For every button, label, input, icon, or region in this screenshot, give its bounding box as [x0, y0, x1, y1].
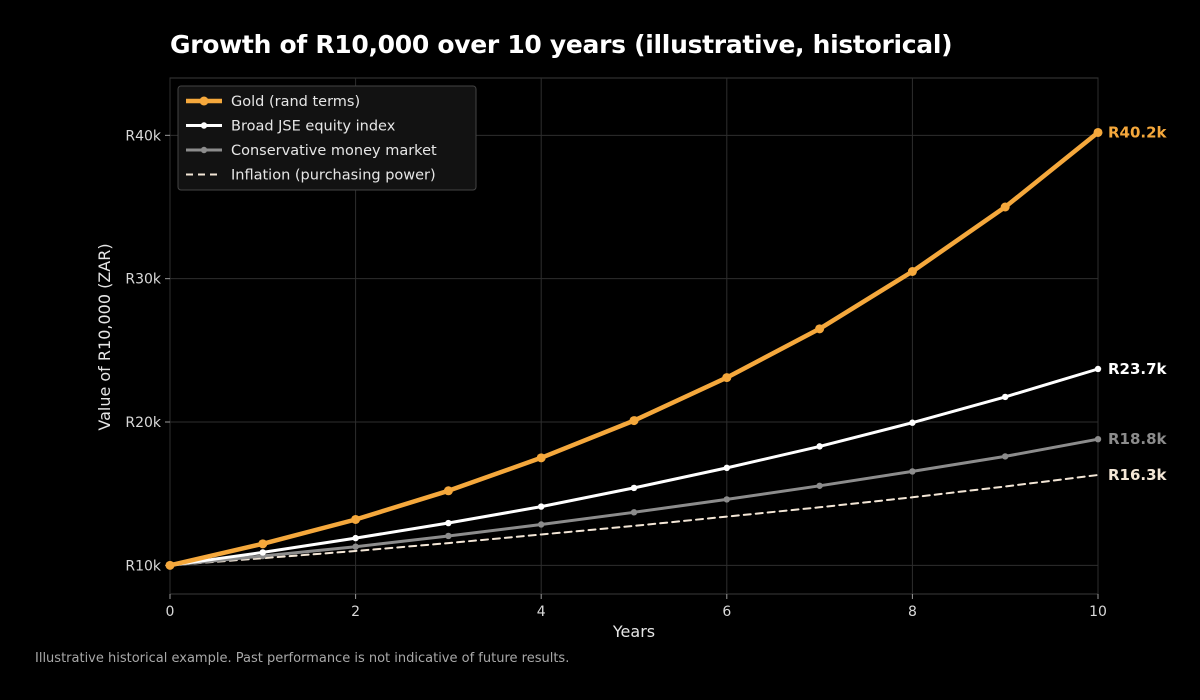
x-tick-label: 6: [722, 604, 731, 620]
data-point: [1002, 393, 1009, 401]
legend-box: [177, 85, 477, 191]
legend-label: Conservative money market: [231, 143, 437, 159]
data-point: [538, 503, 545, 510]
x-axis-label: Years: [612, 622, 655, 641]
data-point: [165, 560, 175, 570]
x-tick-label: 0: [166, 604, 175, 620]
data-point: [630, 509, 638, 516]
end-value-label: R23.7k: [1108, 360, 1168, 378]
data-point: [909, 468, 916, 475]
y-axis-label: Value of R10,000 (ZAR): [95, 243, 114, 430]
y-tick-label: R10k: [125, 558, 162, 574]
data-point: [816, 482, 823, 489]
data-point: [259, 549, 266, 556]
data-point: [352, 543, 359, 550]
legend-marker: [200, 122, 208, 129]
y-tick-label: R30k: [125, 272, 162, 288]
data-point: [443, 486, 453, 496]
data-point: [1002, 453, 1009, 460]
series-lines: [165, 127, 1103, 570]
legend-label: Broad JSE equity index: [231, 119, 396, 135]
data-point: [630, 484, 638, 492]
y-tick-label: R20k: [125, 415, 162, 431]
data-point: [909, 419, 916, 426]
legend-label: Inflation (purchasing power): [231, 168, 436, 184]
data-point: [351, 514, 361, 524]
data-point: [536, 453, 546, 463]
x-tick-label: 8: [908, 604, 917, 620]
data-point: [723, 464, 730, 472]
data-point: [816, 443, 823, 450]
y-tick-label: R40k: [125, 128, 162, 144]
data-point: [722, 373, 732, 383]
legend: Gold (rand terms) Broad JSE equity index C…: [177, 85, 477, 191]
legend-label: Gold (rand terms): [231, 94, 360, 110]
footnote: Illustrative historical example. Past pe…: [35, 651, 570, 666]
axes: 0 2 4 6 8 10 R10k R20k R30k R40k: [125, 128, 1107, 620]
data-point: [815, 324, 825, 334]
end-value-label: R18.8k: [1108, 430, 1168, 448]
end-labels: R40.2k R23.7k R18.8k R16.3k: [1108, 123, 1168, 484]
chart-title: Growth of R10,000 over 10 years (illustr…: [170, 30, 953, 59]
data-point: [1094, 436, 1102, 443]
x-tick-label: 2: [351, 604, 360, 620]
data-point: [445, 532, 452, 540]
data-point: [445, 519, 452, 527]
data-point: [907, 267, 917, 276]
x-tick-label: 4: [537, 604, 546, 620]
data-point: [1094, 365, 1102, 373]
end-value-label: R16.3k: [1108, 466, 1168, 484]
data-point: [629, 416, 639, 426]
data-point: [723, 496, 730, 503]
data-point: [352, 534, 359, 542]
series-line: [169, 474, 1099, 567]
data-point: [1093, 127, 1103, 137]
legend-marker: [200, 146, 208, 154]
x-tick-label: 10: [1089, 604, 1107, 620]
legend-marker: [199, 96, 209, 106]
data-point: [538, 521, 545, 528]
end-value-label: R40.2k: [1108, 123, 1168, 141]
data-point: [1000, 202, 1010, 212]
data-point: [258, 539, 268, 549]
